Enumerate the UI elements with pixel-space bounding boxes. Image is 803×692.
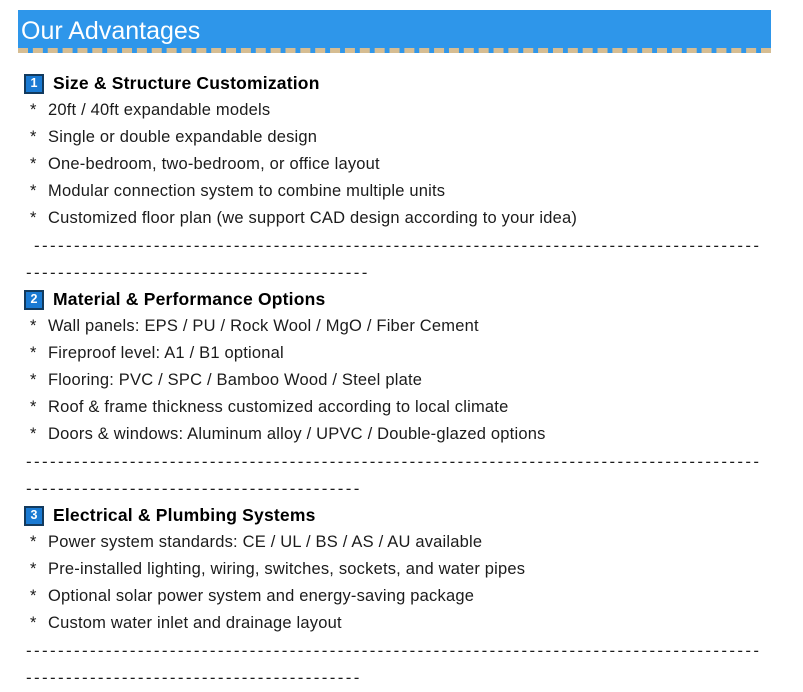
section-title: Size & Structure Customization <box>53 73 320 93</box>
bullet-asterisk: * <box>30 425 37 443</box>
list-item: * Customized floor plan (we support CAD … <box>24 205 803 232</box>
list-item: * Doors & windows: Aluminum alloy / UPVC… <box>24 421 803 448</box>
list-item: * Fireproof level: A1 / B1 optional <box>24 340 803 367</box>
section-item-list: * 20ft / 40ft expandable models * Single… <box>24 97 803 232</box>
page-title: Our Advantages <box>21 17 201 45</box>
dashed-separator-line: ----------------------------------------… <box>24 263 369 282</box>
list-item-text: Wall panels: EPS / PU / Rock Wool / MgO … <box>48 317 479 335</box>
dashed-separator-line: ----------------------------------------… <box>24 668 361 687</box>
section-title: Electrical & Plumbing Systems <box>53 505 316 525</box>
list-item-text: Fireproof level: A1 / B1 optional <box>48 344 284 362</box>
section-item-list: * Wall panels: EPS / PU / Rock Wool / Mg… <box>24 313 803 448</box>
advantage-section: 2 Material & Performance Options * Wall … <box>24 286 803 502</box>
list-item-text: Roof & frame thickness customized accord… <box>48 398 509 416</box>
section-heading: 3 Electrical & Plumbing Systems <box>24 502 803 529</box>
list-item-text: Optional solar power system and energy-s… <box>48 587 475 605</box>
list-item: * Single or double expandable design <box>24 124 803 151</box>
section-heading: 1 Size & Structure Customization <box>24 70 803 97</box>
section-number-badge: 3 <box>24 505 44 526</box>
list-item: * Pre-installed lighting, wiring, switch… <box>24 556 803 583</box>
section-heading: 2 Material & Performance Options <box>24 286 803 313</box>
bullet-asterisk: * <box>30 155 37 173</box>
list-item-text: Modular connection system to combine mul… <box>48 182 446 200</box>
list-item-text: One-bedroom, two-bedroom, or office layo… <box>48 155 380 173</box>
bullet-asterisk: * <box>30 560 37 578</box>
list-item: * Modular connection system to combine m… <box>24 178 803 205</box>
advantages-content: 1 Size & Structure Customization * 20ft … <box>24 70 803 691</box>
list-item: * Wall panels: EPS / PU / Rock Wool / Mg… <box>24 313 803 340</box>
bullet-asterisk: * <box>30 209 37 227</box>
list-item-text: Flooring: PVC / SPC / Bamboo Wood / Stee… <box>48 371 423 389</box>
list-item-text: Custom water inlet and drainage layout <box>48 614 342 632</box>
bullet-asterisk: * <box>30 371 37 389</box>
list-item-text: Doors & windows: Aluminum alloy / UPVC /… <box>48 425 546 443</box>
bullet-asterisk: * <box>30 101 37 119</box>
section-title: Material & Performance Options <box>53 289 326 309</box>
list-item-text: Pre-installed lighting, wiring, switches… <box>48 560 526 578</box>
bullet-asterisk: * <box>30 533 37 551</box>
list-item: * 20ft / 40ft expandable models <box>24 97 803 124</box>
bullet-asterisk: * <box>30 344 37 362</box>
list-item-text: Single or double expandable design <box>48 128 318 146</box>
bullet-asterisk: * <box>30 128 37 146</box>
list-item: * Optional solar power system and energy… <box>24 583 803 610</box>
page-title-banner: Our Advantages <box>18 10 771 53</box>
dashed-separator: ----------------------------------------… <box>24 637 803 691</box>
advantage-section: 3 Electrical & Plumbing Systems * Power … <box>24 502 803 691</box>
dashed-separator-line: ----------------------------------------… <box>24 236 761 255</box>
bullet-asterisk: * <box>30 614 37 632</box>
list-item-text: 20ft / 40ft expandable models <box>48 101 271 119</box>
list-item: * One-bedroom, two-bedroom, or office la… <box>24 151 803 178</box>
list-item: * Flooring: PVC / SPC / Bamboo Wood / St… <box>24 367 803 394</box>
list-item-text: Power system standards: CE / UL / BS / A… <box>48 533 483 551</box>
dashed-separator-line: ----------------------------------------… <box>24 641 761 660</box>
bullet-asterisk: * <box>30 398 37 416</box>
list-item: * Power system standards: CE / UL / BS /… <box>24 529 803 556</box>
dashed-separator: ----------------------------------------… <box>24 448 803 502</box>
dashed-separator-line: ----------------------------------------… <box>24 452 761 471</box>
advantage-section: 1 Size & Structure Customization * 20ft … <box>24 70 803 286</box>
list-item: * Custom water inlet and drainage layout <box>24 610 803 637</box>
section-item-list: * Power system standards: CE / UL / BS /… <box>24 529 803 637</box>
bullet-asterisk: * <box>30 182 37 200</box>
dashed-separator: ----------------------------------------… <box>24 232 803 286</box>
dashed-separator-line: ----------------------------------------… <box>24 479 361 498</box>
list-item: * Roof & frame thickness customized acco… <box>24 394 803 421</box>
section-number-badge: 2 <box>24 289 44 310</box>
bullet-asterisk: * <box>30 317 37 335</box>
section-number-badge: 1 <box>24 73 44 94</box>
list-item-text: Customized floor plan (we support CAD de… <box>48 209 578 227</box>
bullet-asterisk: * <box>30 587 37 605</box>
